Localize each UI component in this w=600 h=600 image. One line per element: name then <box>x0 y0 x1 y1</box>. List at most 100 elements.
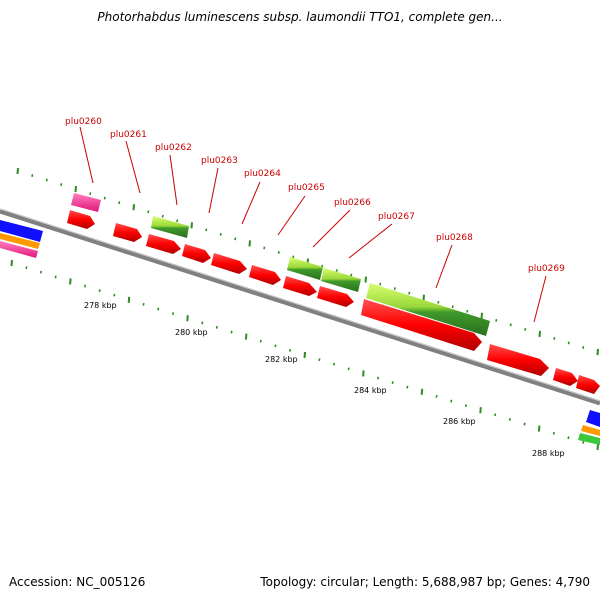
orange-feature-left[interactable] <box>0 233 40 249</box>
tick-mark <box>16 167 19 175</box>
tick-mark <box>509 323 512 327</box>
svg-text:plu0263: plu0263 <box>201 156 238 166</box>
tick-mark <box>596 443 599 451</box>
tick-mark <box>552 431 555 435</box>
scale-label-280: 280 kbp <box>175 328 208 337</box>
tick-mark <box>201 321 204 325</box>
tick-mark <box>230 330 233 334</box>
cds-arrow[interactable] <box>576 375 600 394</box>
cds-arrow[interactable] <box>211 253 247 274</box>
cds-arrow[interactable] <box>283 276 317 296</box>
tick-mark <box>479 407 482 414</box>
tick-mark <box>98 289 101 293</box>
tick-mark <box>89 192 92 196</box>
genome-summary: Topology: circular; Length: 5,688,987 bp… <box>260 575 590 589</box>
tick-mark <box>451 305 454 309</box>
cds-arrow[interactable] <box>553 368 578 386</box>
tick-mark <box>406 385 409 389</box>
tick-mark <box>54 275 57 279</box>
cds-arrow[interactable] <box>146 234 181 254</box>
tick-mark <box>422 294 425 301</box>
svg-text:plu0264: plu0264 <box>244 169 281 179</box>
tick-mark <box>393 287 396 291</box>
tick-mark <box>244 333 248 340</box>
scale-label-286: 286 kbp <box>443 417 476 426</box>
magenta-feature[interactable] <box>71 193 101 212</box>
svg-text:plu0266: plu0266 <box>334 198 371 208</box>
inner-tick-row <box>10 259 599 451</box>
tick-mark <box>157 307 160 311</box>
tick-mark <box>350 273 353 277</box>
tick-mark <box>176 219 179 223</box>
tick-mark <box>31 174 34 177</box>
tick-mark <box>127 296 131 303</box>
orange-feature-right[interactable] <box>581 425 600 436</box>
gene-label-plu0267[interactable]: plu0267 <box>348 212 415 259</box>
tick-mark <box>437 300 440 304</box>
cds-arrow[interactable] <box>487 344 549 376</box>
cds-arrow[interactable] <box>182 244 211 263</box>
tick-mark <box>132 204 135 211</box>
gene-label-plu0265[interactable]: plu0265 <box>277 183 325 236</box>
blue-feature-right[interactable] <box>586 410 600 427</box>
tick-mark <box>582 346 585 349</box>
scale-label-288: 288 kbp <box>532 449 565 458</box>
genome-backbone <box>0 208 600 406</box>
tick-mark <box>10 259 13 267</box>
tick-mark <box>60 183 63 186</box>
outer-tick-row <box>16 167 599 356</box>
tick-mark <box>142 302 145 306</box>
gene-label-plu0269[interactable]: plu0269 <box>528 264 565 323</box>
green-feature-plu0265[interactable] <box>287 257 323 280</box>
tick-mark <box>495 318 498 322</box>
tick-mark <box>40 270 43 274</box>
gene-label-plu0262[interactable]: plu0262 <box>155 143 192 206</box>
gene-label-plu0261[interactable]: plu0261 <box>110 130 147 194</box>
cds-arrow[interactable] <box>249 265 281 285</box>
cds-arrow[interactable] <box>67 210 95 229</box>
tick-mark <box>494 413 497 417</box>
cds-arrow[interactable] <box>317 286 354 307</box>
tick-mark <box>333 362 336 366</box>
green-feature-right[interactable] <box>578 433 600 445</box>
tick-mark <box>147 210 150 214</box>
svg-text:plu0262: plu0262 <box>155 143 192 153</box>
green-feature-plu0266[interactable] <box>321 268 361 292</box>
gene-label-plu0266[interactable]: plu0266 <box>312 198 371 248</box>
tick-mark <box>435 394 438 398</box>
tick-mark <box>84 284 87 288</box>
cds-arrow[interactable] <box>113 223 142 242</box>
genome-backbone-highlight <box>0 208 600 402</box>
tick-mark <box>537 425 541 432</box>
green-feature-plu0268[interactable] <box>366 283 490 336</box>
green-feature-plu0262[interactable] <box>151 216 189 238</box>
tick-mark <box>596 348 599 356</box>
tick-mark <box>318 358 321 362</box>
tick-mark <box>480 312 483 319</box>
accession-label: Accession: NC_005126 <box>9 575 146 589</box>
tick-mark <box>263 246 266 250</box>
tick-mark <box>74 186 77 193</box>
gene-label-plu0263[interactable]: plu0263 <box>201 156 238 214</box>
tick-mark <box>524 327 527 331</box>
map-title: Photorhabdus luminescens subsp. laumondi… <box>97 10 503 24</box>
tick-mark <box>523 422 526 426</box>
gene-label-plu0264[interactable]: plu0264 <box>241 169 281 225</box>
svg-text:plu0269: plu0269 <box>528 264 565 274</box>
tick-mark <box>45 178 48 182</box>
gene-label-plu0260[interactable]: plu0260 <box>65 117 102 184</box>
tick-mark <box>335 269 338 272</box>
tick-mark <box>582 440 585 444</box>
tick-mark <box>234 237 237 241</box>
tick-mark <box>347 367 350 371</box>
tick-mark <box>464 404 467 408</box>
tick-mark <box>259 339 262 343</box>
cds-arrow[interactable] <box>361 299 482 351</box>
gene-label-plu0268[interactable]: plu0268 <box>435 233 473 289</box>
magenta-feature-left[interactable] <box>0 241 38 258</box>
blue-feature-left[interactable] <box>0 220 43 242</box>
tick-mark <box>289 348 292 352</box>
svg-text:plu0260: plu0260 <box>65 117 102 127</box>
tick-mark <box>161 214 164 218</box>
